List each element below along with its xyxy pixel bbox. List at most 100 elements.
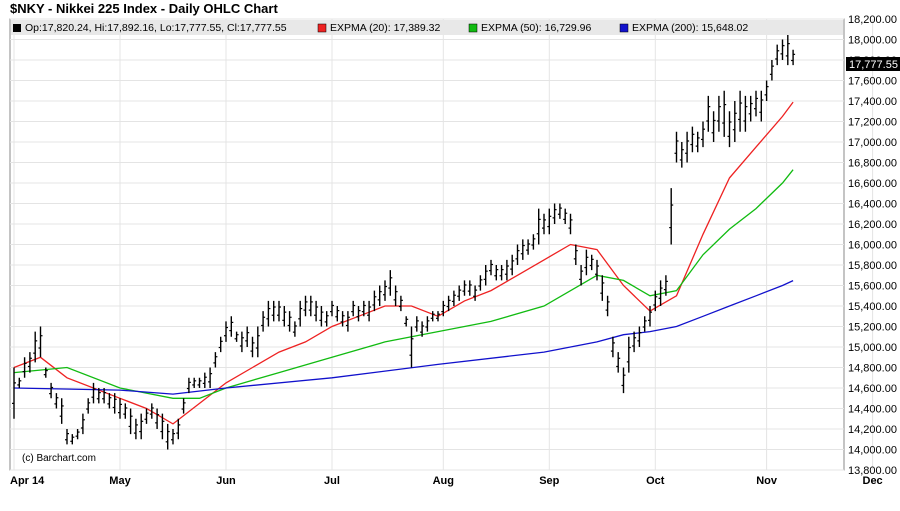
ohlc-bar <box>764 80 769 101</box>
x-tick-label: Apr 14 <box>10 475 45 487</box>
ohlc-bar <box>102 388 107 404</box>
ohlc-bar <box>499 265 504 281</box>
ohlc-bar <box>186 377 191 394</box>
legend-ema20-swatch <box>317 23 327 33</box>
x-tick-label: Jun <box>216 475 236 487</box>
ohlc-bar <box>118 398 122 419</box>
ohlc-bar <box>245 326 250 347</box>
ohlc-bar <box>425 316 430 332</box>
ohlc-bar <box>133 418 138 440</box>
ohlc-bar <box>292 321 297 337</box>
ohlc-bar <box>568 213 573 235</box>
ohlc-bar <box>139 413 144 440</box>
ohlc-bar <box>743 95 748 132</box>
ohlc-bar <box>308 295 313 317</box>
ohlc-bar <box>716 95 721 132</box>
ohlc-bar <box>229 316 234 337</box>
ohlc-bar <box>457 285 462 301</box>
ohlc-bar <box>441 300 446 317</box>
ohlc-bar <box>361 300 366 317</box>
ohlc-bar <box>208 367 213 388</box>
legend-ema50-swatch <box>468 23 478 33</box>
ohlc-bar <box>160 413 165 440</box>
ohlc-bar <box>775 44 780 66</box>
y-tick-label: 16,400.00 <box>848 199 897 211</box>
ohlc-bar <box>239 331 244 353</box>
ohlc-bar <box>685 131 690 163</box>
ohlc-bar <box>155 408 160 429</box>
ohlc-bar <box>701 121 705 148</box>
ohlc-bar <box>616 352 621 373</box>
ohlc-bar <box>573 244 578 265</box>
ohlc-bar <box>489 259 493 276</box>
ohlc-bar <box>579 265 584 286</box>
ohlc-bar <box>542 213 546 235</box>
ohlc-bar <box>791 49 796 66</box>
chart-title: $NKY - Nikkei 225 Index - Daily OHLC Cha… <box>10 1 278 16</box>
ohlc-bar <box>340 311 345 327</box>
x-tick-label: Sep <box>539 475 559 487</box>
ohlc-bar <box>266 300 271 327</box>
ohlc-bar <box>404 316 409 327</box>
ohlc-bar <box>658 280 663 306</box>
legend-background <box>11 20 843 35</box>
x-tick-label: Dec <box>863 475 883 487</box>
ohlc-bar <box>711 111 716 142</box>
ema-lines <box>13 101 794 425</box>
ohlc-bar <box>648 306 652 327</box>
legend-ema20-label: EXPMA (20): 17,389.32 <box>330 22 440 34</box>
ohlc-bar <box>769 60 774 81</box>
y-tick-label: 15,400.00 <box>848 301 897 313</box>
ohlc-bar <box>27 352 32 373</box>
ohlc-bar <box>70 434 75 445</box>
ohlc-bar <box>563 208 568 224</box>
ohlc-bar <box>695 131 700 153</box>
ohlc-bar <box>65 429 69 445</box>
last-price-tag: 17,777.55 <box>846 57 900 71</box>
ohlc-bar <box>22 357 27 378</box>
ohlc-bar <box>436 311 440 322</box>
ohlc-bar <box>197 377 202 388</box>
ema200-line <box>13 280 794 395</box>
ohlc-bar <box>605 295 610 317</box>
ohlc-bar <box>462 280 467 296</box>
ohlc-bar <box>12 367 16 419</box>
y-tick-label: 16,000.00 <box>848 240 897 252</box>
ohlc-bar <box>494 265 499 281</box>
ohlc-bar <box>584 249 589 276</box>
y-tick-label: 17,400.00 <box>848 96 897 108</box>
ohlc-bar <box>17 377 22 388</box>
ohlc-bar <box>91 382 96 404</box>
ohlc-bar <box>86 398 91 414</box>
ohlc-bar <box>727 111 732 148</box>
legend: Op:17,820.24, Hi:17,892.16, Lo:17,777.55… <box>11 20 843 35</box>
ohlc-bar <box>250 336 255 358</box>
y-tick-label: 14,800.00 <box>848 363 897 375</box>
ohlc-bar <box>128 408 133 435</box>
ohlc-bar <box>192 377 197 388</box>
ohlc-bar <box>372 290 377 312</box>
ohlc-bar <box>467 280 472 296</box>
ohlc-bar <box>722 90 727 137</box>
ohlc-bar <box>504 259 509 281</box>
ohlc-bar <box>287 311 292 332</box>
ohlc-bar <box>314 300 319 322</box>
y-tick-label: 16,800.00 <box>848 158 897 170</box>
last-price-box <box>846 57 900 71</box>
ohlc-bar <box>754 90 758 117</box>
ohlc-bar <box>663 275 668 296</box>
y-tick-label: 14,200.00 <box>848 424 897 436</box>
ohlc-bar <box>324 311 329 327</box>
ohlc-bar <box>520 239 525 260</box>
ohlc-bar <box>398 295 403 312</box>
ohlc-bar <box>589 254 594 271</box>
ohlc-bar <box>759 90 764 122</box>
y-tick-label: 18,200.00 <box>848 14 897 26</box>
ohlc-bar <box>748 95 753 122</box>
ohlc-bar <box>356 306 361 322</box>
ohlc-bar <box>218 336 223 353</box>
y-tick-label: 14,400.00 <box>848 404 897 416</box>
x-tick-label: Nov <box>756 475 778 487</box>
ohlc-bar <box>626 336 631 373</box>
